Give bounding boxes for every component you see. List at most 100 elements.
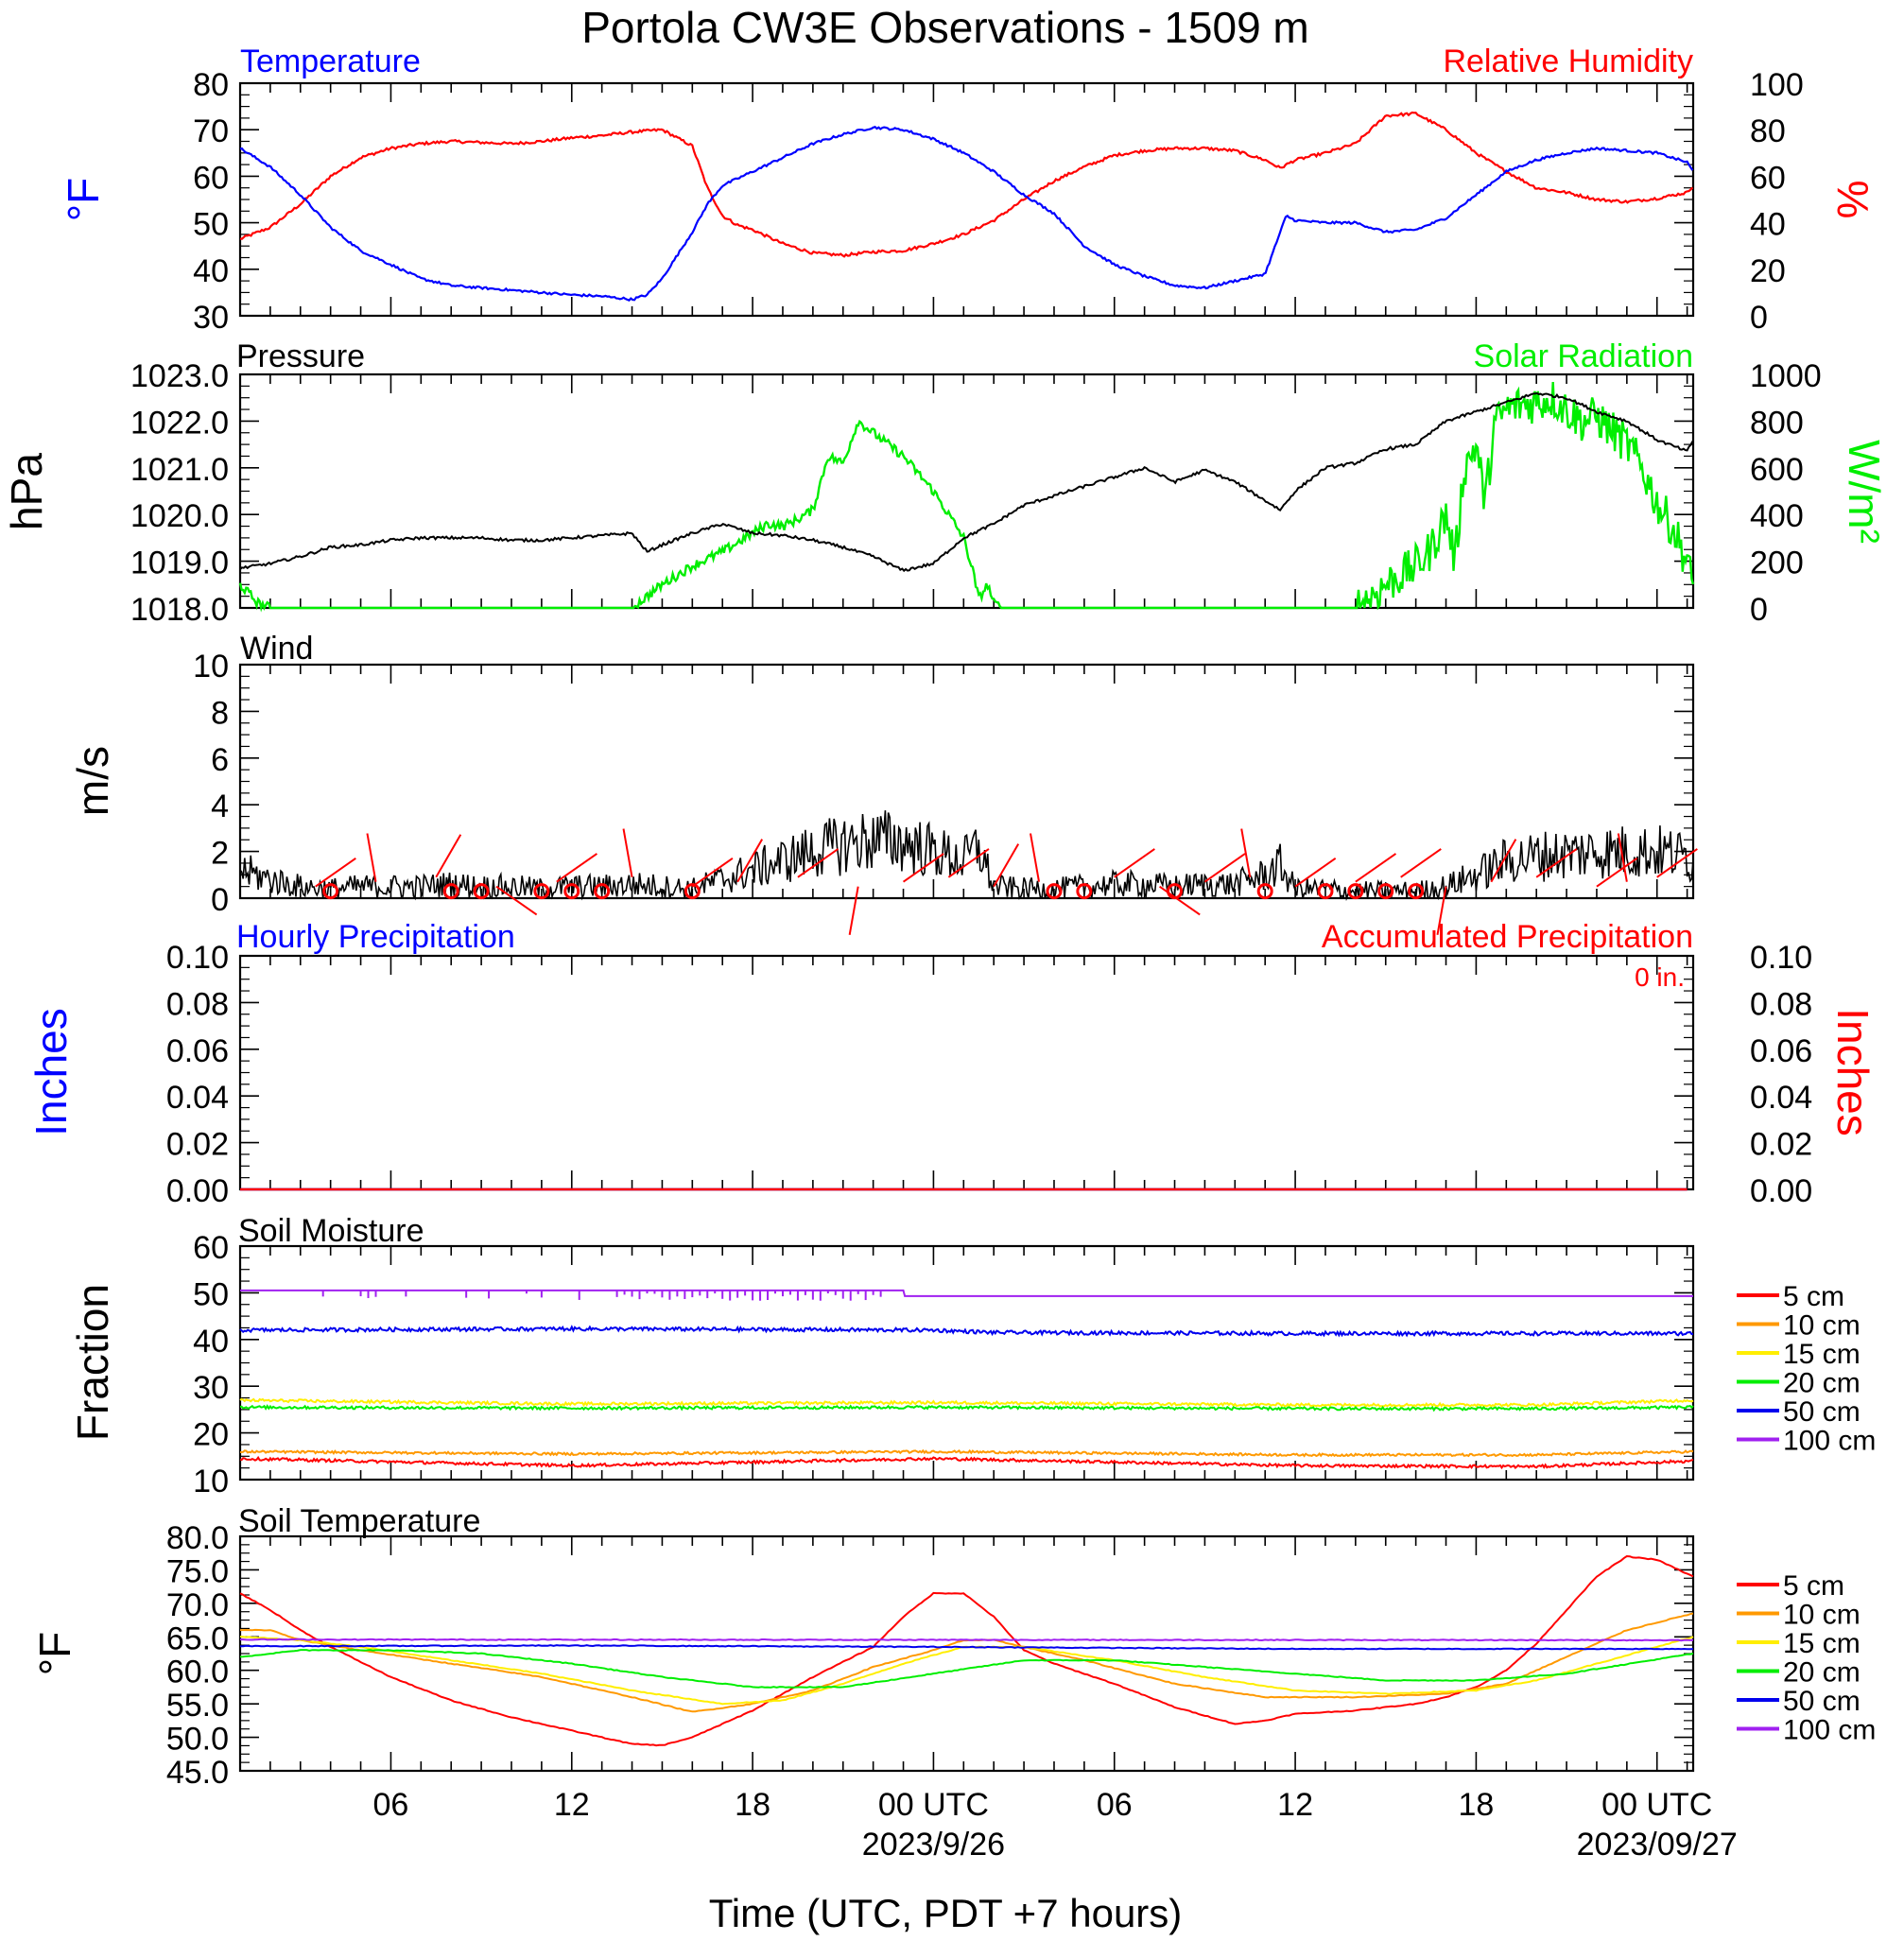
soil-temp-legend-label: 10 cm [1783,1600,1861,1631]
temp-axis-tick-label: 50 [193,207,229,243]
humidity-unit: % [1828,181,1878,219]
wind-barb [366,833,377,882]
temperature-title: Temperature [240,43,421,79]
soil-temp-legend-label: 100 cm [1783,1715,1876,1746]
soil-moisture-legend-label: 100 cm [1783,1426,1876,1457]
accum-precip-axis-tick-label: 0.00 [1750,1173,1812,1209]
calm-wind-marker [473,883,490,900]
wind-barb [1596,858,1638,888]
pressure-unit: hPa [2,453,51,530]
solar-axis-tick-label: 0 [1750,592,1768,628]
panel-precipitation: 0.00 0.02 0.04 0.06 0.08 0.10 0.00 0.02 0.04 0.06… [26,919,1878,1209]
accum-precip-axis-tick-label: 0.06 [1750,1033,1812,1069]
x-tick-label: 06 [373,1787,409,1823]
pressure-axis-tick-label: 1018.0 [130,592,229,628]
temp-axis-tick-label: 40 [193,253,229,289]
wind-title: Wind [240,631,313,667]
soil-moisture-legend-label: 20 cm [1783,1368,1861,1399]
soil-temp-axis-tick-label: 50.0 [166,1722,229,1758]
accum-precip-unit: Inches [1828,1008,1878,1136]
pressure-title: Pressure [236,338,365,374]
accum-precip-axis-tick-label: 0.02 [1750,1127,1812,1163]
pressure-axis-tick-label: 1021.0 [130,452,229,488]
x-tick-label: 12 [1277,1787,1313,1823]
panel-pressure-solar: 1018.0 1019.0 1020.0 1021.0 1022.0 1023.0 0 200… [2,338,1889,628]
temp-panel-frame [238,81,1695,318]
soil-moisture-panel-frame [238,1244,1695,1482]
x-tick-label: 06 [1097,1787,1133,1823]
soil-temp-axis-tick-label: 80.0 [166,1520,229,1556]
hourly-precip-unit: Inches [26,1008,76,1136]
soil-moisture-line [239,1397,1694,1408]
calm-wind-marker [1317,883,1334,900]
soil-moisture-line [240,1289,1693,1297]
hourly-precip-axis-tick-label: 0.04 [166,1080,229,1116]
wind-barb [993,843,1020,888]
soil-temp-legend-label: 15 cm [1783,1628,1861,1659]
hourly-precip-axis-tick-label: 0.00 [166,1173,229,1209]
soil-moisture-legend-label: 50 cm [1783,1396,1861,1428]
accum-precip-title: Accumulated Precipitation [1322,919,1693,955]
calm-wind-marker [322,883,339,900]
soil-moisture-line [239,1325,1694,1338]
rh-axis-tick-label: 80 [1750,113,1786,149]
wind-barb [1490,839,1517,883]
soil-moisture-legend-label: 5 cm [1783,1281,1844,1312]
hourly-precip-axis-tick-label: 0.06 [166,1033,229,1069]
calm-wind-marker [684,883,701,900]
wind-axis-tick-label: 10 [193,649,229,685]
wind-barb [1617,833,1628,882]
x-axis: 06 12 18 00 UTC 2023/9/26 06 12 18 00 UTC 2023/09… [373,1787,1738,1863]
pressure-axis-tick-label: 1022.0 [130,405,229,441]
calm-wind-marker [1377,883,1394,900]
calm-wind-marker [1167,883,1184,900]
wind-barb [1656,848,1698,878]
rh-series-line [239,111,1694,258]
x-date-label: 2023/9/26 [862,1827,1005,1863]
calm-wind-marker [533,883,550,900]
soil-temp-line [240,1612,1694,1713]
accum-precip-axis-tick-label: 0.04 [1750,1080,1812,1116]
wind-axis-tick-label: 6 [211,742,229,778]
calm-wind-marker [1076,883,1093,900]
x-tick-label: 00 UTC [878,1787,989,1823]
calm-wind-marker [1256,883,1273,900]
x-axis-label: Time (UTC, PDT +7 hours) [709,1891,1183,1935]
rh-axis-tick-label: 20 [1750,253,1786,289]
hourly-precip-axis-tick-label: 0.02 [166,1127,229,1163]
solar-axis-tick-label: 200 [1750,546,1804,581]
x-tick-label: 00 UTC [1601,1787,1712,1823]
calm-wind-marker [594,883,611,900]
soil-moisture-line [239,1448,1694,1458]
wind-unit: m/s [68,746,117,816]
rh-axis-tick-label: 100 [1750,67,1804,103]
wind-barb [435,834,462,878]
wind-panel-frame [238,663,1695,900]
wind-barb [848,886,859,936]
wind-barb [1114,848,1155,878]
rh-axis-tick-label: 0 [1750,300,1768,336]
soil-moisture-unit: Fraction [68,1284,117,1441]
hourly-precip-axis-tick-label: 0.10 [166,940,229,976]
soil-moisture-axis-tick-label: 50 [193,1276,229,1312]
wind-barb [315,858,356,888]
precip-panel-frame [238,954,1695,1191]
solar-title: Solar Radiation [1474,338,1693,374]
wind-barb [1436,886,1447,936]
solar-axis-tick-label: 1000 [1750,358,1822,394]
soil-temp-legend-label: 50 cm [1783,1686,1861,1717]
wind-axis-tick-label: 4 [211,789,229,824]
pressure-panel-frame [238,373,1695,610]
soil-temp-axis-tick-label: 55.0 [166,1688,229,1724]
solar-series-line [238,382,1695,613]
wind-barb [1535,848,1578,878]
wind-barb [1159,885,1201,916]
temp-axis-tick-label: 30 [193,300,229,336]
x-tick-label: 12 [554,1787,590,1823]
soil-moisture-title: Soil Moisture [238,1213,424,1249]
soil-moisture-legend-label: 10 cm [1783,1310,1861,1342]
temp-axis-tick-label: 80 [193,67,229,103]
solar-axis-tick-label: 800 [1750,405,1804,441]
